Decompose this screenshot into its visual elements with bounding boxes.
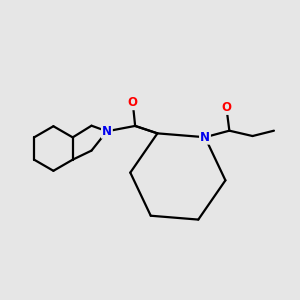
Text: O: O	[221, 101, 231, 114]
Text: O: O	[128, 96, 138, 109]
Text: N: N	[200, 131, 210, 144]
Text: N: N	[102, 125, 112, 138]
